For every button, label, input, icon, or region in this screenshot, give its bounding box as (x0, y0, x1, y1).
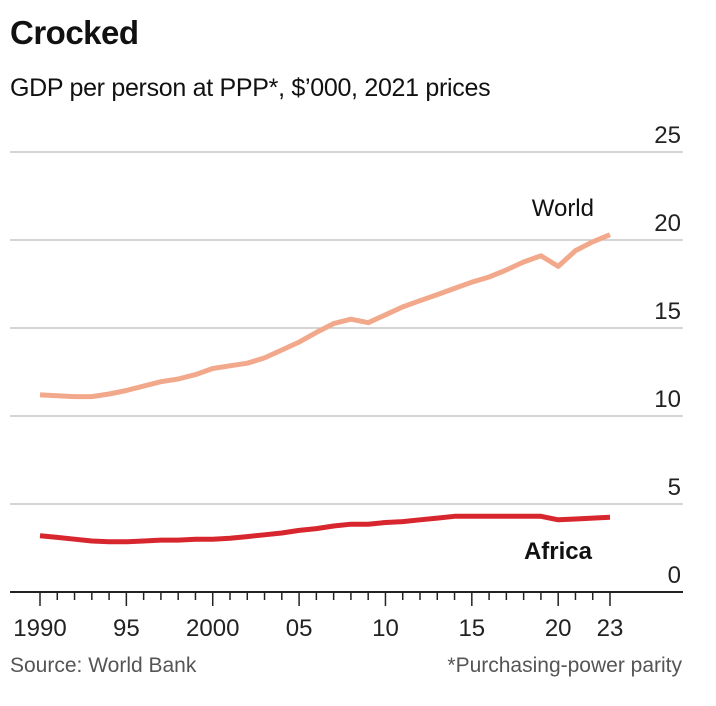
x-tick-label: 05 (286, 615, 313, 640)
series-line-world (39, 232, 611, 400)
footnote: *Purchasing-power parity (447, 654, 682, 677)
y-tick-label: 25 (654, 122, 681, 149)
y-axis-ticks: 0 5 10 15 20 25 (654, 122, 681, 589)
x-tick-label: 2000 (186, 615, 239, 640)
x-tick-label: 95 (113, 615, 140, 640)
x-tick-label: 23 (597, 615, 624, 640)
y-tick-label: 15 (654, 298, 681, 325)
y-tick-label: 0 (668, 562, 681, 589)
series-labels: World Africa (524, 195, 594, 565)
chart-title: Crocked (10, 14, 139, 51)
y-tick-label: 5 (668, 474, 681, 501)
x-tick-label: 10 (372, 615, 399, 640)
chart-subtitle: GDP per person at PPP*, $’000, 2021 pric… (10, 74, 491, 102)
x-axis: 1990 95 2000 05 10 15 20 23 (10, 591, 683, 640)
x-tick-label: 15 (458, 615, 485, 640)
y-tick-label: 20 (654, 210, 681, 237)
series-label-world: World (532, 195, 594, 222)
source-note: Source: World Bank (10, 654, 197, 677)
y-tick-label: 10 (654, 386, 681, 413)
series-line-africa (39, 513, 611, 545)
x-tick-label: 20 (545, 615, 572, 640)
gridlines (10, 151, 683, 505)
x-tick-label: 1990 (13, 615, 66, 640)
series (39, 232, 611, 545)
series-label-africa: Africa (524, 538, 593, 565)
